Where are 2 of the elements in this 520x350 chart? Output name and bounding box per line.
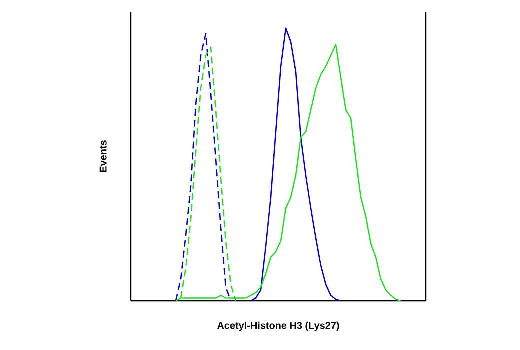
y-axis-title: Events xyxy=(100,140,107,172)
x-axis-title: Acetyl-Histone H3 (Lys27) xyxy=(217,322,340,332)
